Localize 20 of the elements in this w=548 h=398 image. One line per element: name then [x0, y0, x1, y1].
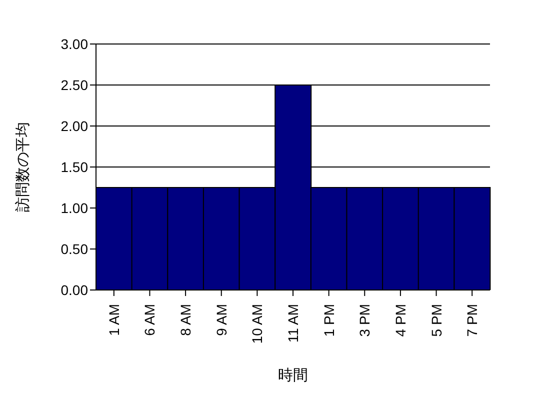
- x-tick-label: 7 PM: [464, 304, 480, 337]
- y-tick-label: 0.50: [60, 240, 88, 257]
- y-tick-label: 2.50: [60, 76, 88, 93]
- y-axis-title: 訪問数の平均: [14, 122, 32, 212]
- x-tick-label: 8 AM: [178, 304, 194, 336]
- x-axis-title: 時間: [278, 367, 308, 384]
- y-tick-label: 1.00: [60, 200, 88, 216]
- x-tick-label: 1 AM: [106, 304, 122, 336]
- y-tick-label: 2.00: [60, 118, 88, 134]
- x-tick-label: 11 AM: [285, 304, 301, 343]
- x-tick-label: 9 AM: [213, 304, 230, 336]
- x-tick-label: 4 PM: [392, 304, 408, 337]
- y-tick-label: 1.50: [60, 158, 88, 175]
- x-tick-label: 6 AM: [142, 304, 158, 336]
- x-tick-label: 5 PM: [428, 304, 444, 337]
- x-tick-label: 1 PM: [320, 304, 337, 337]
- y-tick-label: 0.00: [60, 282, 88, 298]
- y-tick-label: 3.00: [60, 36, 88, 52]
- x-tick-label: 3 PM: [356, 304, 373, 337]
- x-tick-label: 10 AM: [249, 304, 266, 344]
